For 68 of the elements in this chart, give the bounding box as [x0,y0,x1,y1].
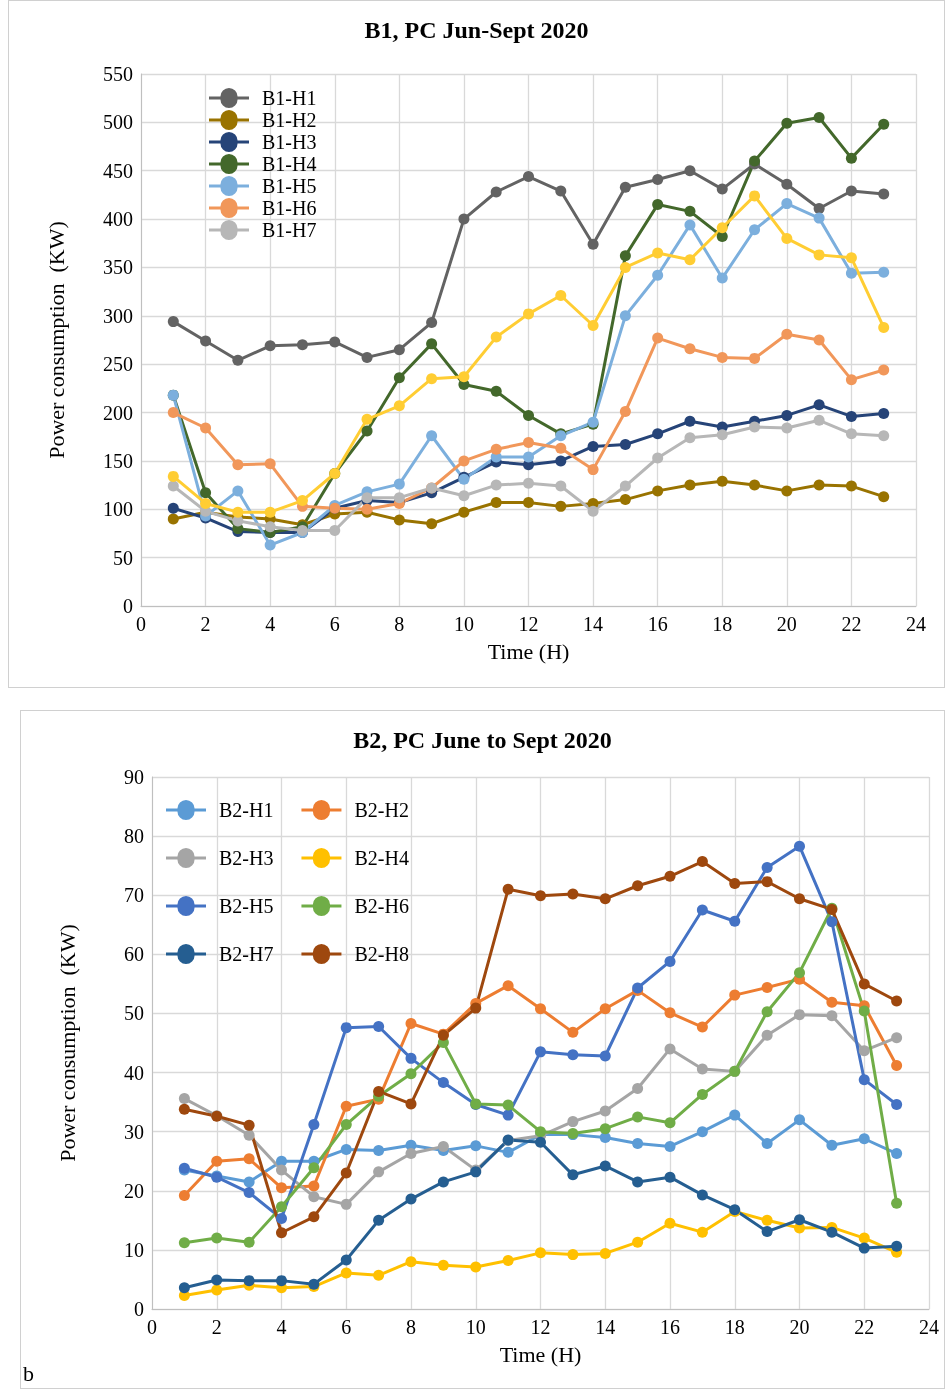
x-tick-label: 14 [583,613,604,635]
x-tick-label: 18 [724,1316,745,1338]
x-tick-label: 16 [647,613,668,635]
x-tick-label: 10 [465,1316,486,1338]
y-tick-label: 70 [124,884,144,907]
x-tick-label: 4 [265,613,276,635]
x-tick-label: 4 [276,1316,287,1338]
y-tick-label: 50 [124,1002,144,1025]
x-tick-label: 22 [841,613,862,635]
x-tick-label: 6 [341,1316,352,1338]
legend-label: B2-H4 [354,847,409,869]
legend-label: B1-H2 [262,109,317,131]
y-axis-title: Power consumption (KW) [43,221,69,459]
x-tick-label: 12 [530,1316,551,1338]
legend-label: B2-H5 [219,895,274,917]
x-axis-title: Time (H) [499,1341,582,1367]
legend-label: B2-H1 [219,799,274,821]
y-tick-label: 350 [103,256,133,279]
x-tick-label: 8 [394,613,405,635]
x-tick-label: 20 [789,1316,810,1338]
x-tick-label: 12 [518,613,539,635]
x-tick-label: 8 [406,1316,416,1338]
y-tick-label: 400 [103,208,133,231]
legend-label: B1-H4 [262,153,317,175]
legend-label: B1-H7 [262,219,317,241]
y-tick-label: 80 [124,825,144,848]
legend-label: B1-H6 [262,197,317,219]
y-tick-label: 20 [124,1179,144,1202]
y-tick-label: 0 [134,1298,144,1320]
y-tick-label: 100 [103,498,133,521]
x-tick-label: 2 [200,613,211,635]
y-tick-label: 300 [103,304,133,327]
y-tick-label: 50 [113,546,133,569]
x-tick-label: 18 [712,613,733,635]
x-tick-label: 24 [919,1316,939,1338]
legend-label: B1-H5 [262,175,317,197]
y-tick-label: 150 [103,449,133,472]
x-tick-label: 2 [211,1316,222,1338]
legend-label: B1-H3 [262,131,317,153]
legend-label: B2-H8 [354,943,409,965]
x-tick-label: 6 [329,613,340,635]
y-tick-label: 450 [103,159,133,182]
y-tick-label: 30 [124,1120,144,1143]
legend-label: B1-H1 [262,87,317,109]
text: b [23,1360,34,1386]
y-tick-label: 200 [103,401,133,424]
legend-label: B2-H7 [219,943,274,965]
x-tick-label: 14 [595,1316,616,1338]
x-tick-label: 22 [854,1316,875,1338]
x-tick-label: 24 [906,613,926,635]
y-tick-label: 60 [124,943,144,966]
y-tick-label: 90 [124,766,144,788]
legend-label: B2-H6 [354,895,409,917]
x-tick-label: 10 [453,613,474,635]
legend-label: B2-H2 [354,799,409,821]
y-tick-label: 0 [123,595,133,617]
y-tick-label: 550 [103,63,133,85]
x-axis-title: Time (H) [487,638,570,664]
y-tick-label: 10 [124,1238,144,1261]
y-tick-label: 250 [103,353,133,376]
x-tick-label: 16 [660,1316,680,1338]
y-tick-label: 500 [103,111,133,134]
chart-title: B1, PC Jun-Sept 2020 [364,17,589,43]
y-axis-title: Power consumption (KW) [54,924,80,1162]
y-tick-label: 40 [124,1061,144,1084]
x-tick-label: 20 [776,613,797,635]
chart-title: B2, PC June to Sept 2020 [353,727,612,753]
legend-label: B2-H3 [219,847,274,869]
